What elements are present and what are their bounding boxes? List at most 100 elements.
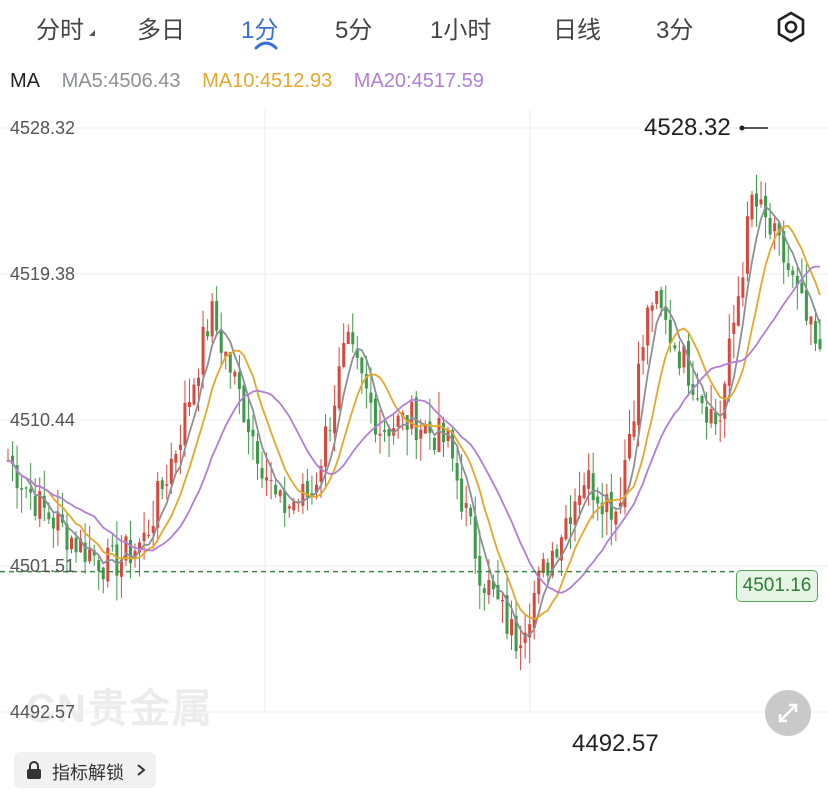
candle-body [33, 495, 37, 516]
candle-body [514, 615, 518, 652]
candle-body [106, 547, 110, 582]
candle-body [473, 516, 477, 559]
candle-body [24, 487, 28, 489]
candle-body [206, 331, 210, 337]
candle-body [20, 488, 24, 490]
candle-body [314, 484, 318, 493]
candle-body [718, 420, 722, 422]
expand-chart-button[interactable] [765, 690, 811, 736]
candle-body [569, 517, 573, 524]
candle-body [97, 560, 101, 572]
timeframe-tab-bar: 分时 多日 1分 5分 1小时 日线 3分 [0, 0, 828, 56]
unlock-indicators-button[interactable]: 指标解锁 [14, 752, 156, 788]
candle-body [51, 517, 55, 529]
tab-5min[interactable]: 5分 [335, 17, 373, 44]
candle-body [782, 231, 786, 263]
ma10-value: MA10:4512.93 [202, 70, 333, 92]
candle-body [510, 619, 514, 636]
candle-body [451, 429, 455, 459]
candle-body [469, 507, 473, 517]
candle-body [346, 331, 350, 345]
candle-body [800, 282, 804, 294]
y-tick-label: 4510.44 [10, 410, 76, 430]
candle-body [464, 502, 468, 508]
candle-body [342, 343, 346, 367]
candle-body [637, 363, 641, 426]
candle-body [251, 429, 255, 437]
candle-body [700, 395, 704, 404]
dropdown-caret-icon[interactable] [89, 30, 95, 36]
candle-body [696, 398, 700, 400]
candle-body [310, 493, 314, 496]
candle-body [605, 494, 609, 513]
ma5-value: MA5:4506.43 [61, 70, 181, 92]
candle-body [83, 542, 87, 562]
candle-body [591, 473, 595, 501]
candle-body [373, 398, 377, 435]
candle-body [537, 570, 541, 595]
candle-body [541, 559, 545, 573]
candle-body [795, 276, 799, 285]
candle-body [260, 467, 264, 479]
candle-body [818, 339, 822, 350]
candle-body [70, 537, 74, 550]
tab-daily[interactable]: 日线 [553, 17, 601, 44]
candle-body [550, 550, 554, 576]
tab-1hour[interactable]: 1小时 [430, 17, 492, 44]
candle-body [555, 549, 559, 558]
candle-body [573, 501, 577, 525]
candle-body [283, 490, 287, 513]
candle-body [682, 345, 686, 368]
candle-body [705, 406, 709, 423]
candle-body [88, 549, 92, 562]
candle-body [655, 291, 659, 304]
candle-body [809, 316, 813, 325]
candle-body [709, 409, 713, 424]
candle-body [505, 595, 509, 634]
candle-body [414, 397, 418, 441]
candle-body [618, 502, 622, 507]
candle-body [745, 216, 749, 274]
candle-body [364, 374, 368, 389]
candle-body [11, 455, 15, 465]
candle-body [301, 483, 305, 506]
candle-body [210, 301, 214, 337]
tab-multi-day[interactable]: 多日 [137, 17, 185, 44]
candle-body [491, 581, 495, 590]
candle-body [255, 441, 259, 464]
candle-body [124, 536, 128, 561]
tab-time-sharing[interactable]: 分时 [36, 17, 84, 44]
tab-3min[interactable]: 3分 [656, 17, 694, 44]
candle-body [686, 341, 690, 386]
candle-body [396, 415, 400, 427]
candle-body [650, 305, 654, 311]
candle-body [174, 454, 178, 463]
candle-body [156, 480, 160, 528]
settings-icon[interactable] [774, 10, 808, 44]
candle-body [228, 351, 232, 373]
candle-body [333, 405, 337, 434]
candle-body [115, 544, 119, 576]
candle-body [714, 412, 718, 425]
candle-body [410, 401, 414, 429]
candle-body [496, 585, 500, 600]
candle-body [750, 194, 754, 220]
candlestick-chart[interactable] [0, 110, 828, 730]
candle-body [596, 496, 600, 504]
candle-body [659, 289, 663, 309]
candle-body [360, 357, 364, 374]
candle-body [197, 377, 201, 386]
candle-body [460, 478, 464, 512]
candle-body [278, 490, 282, 497]
candle-body [546, 562, 550, 576]
y-tick-label: 4501.51 [10, 556, 76, 576]
tab-1min[interactable]: 1分 [241, 17, 279, 44]
candle-body [432, 437, 436, 450]
y-tick-label: 4519.38 [10, 264, 76, 284]
candle-body [269, 479, 273, 481]
candle-body [92, 550, 96, 556]
unlock-label: 指标解锁 [52, 763, 124, 783]
candle-body [224, 351, 228, 357]
candle-body [614, 511, 618, 525]
lock-icon [27, 761, 41, 779]
